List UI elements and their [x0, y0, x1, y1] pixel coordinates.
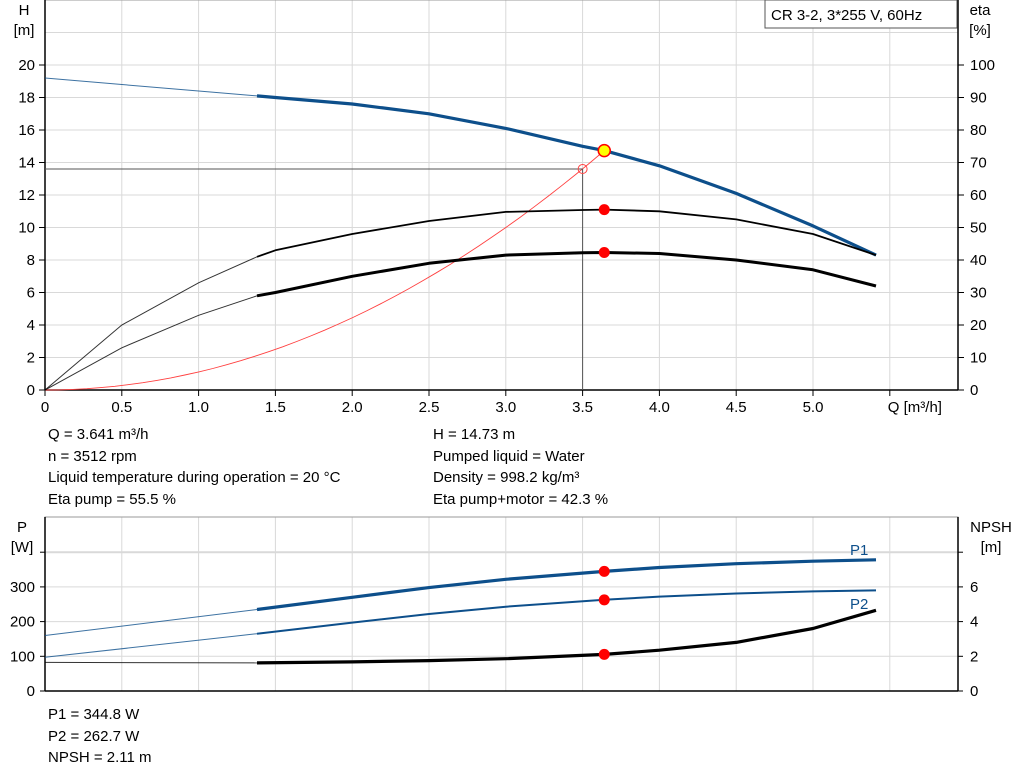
info-p1: P1 = 344.8 W	[48, 706, 140, 723]
y-tick-label-left: 4	[27, 317, 35, 334]
x-tick-label: 0.5	[111, 399, 132, 416]
y-tick-label-right: 10	[970, 350, 987, 367]
p1-marker	[598, 565, 610, 577]
p1-curve-thin	[44, 609, 258, 636]
plot-border	[44, 516, 959, 692]
info-left: Q = 3.641 m³/h n = 3512 rpm Liquid tempe…	[48, 424, 340, 510]
y-tick-label-right: 50	[970, 220, 987, 237]
x-tick-label: 4.0	[649, 399, 670, 416]
npsh-curve	[256, 608, 877, 665]
y-tick-label-left: 100	[10, 648, 35, 665]
x-tick-label: 3.5	[572, 399, 593, 416]
y-tick-label-left: 0	[27, 382, 35, 399]
info-eta-pump: Eta pump = 55.5 %	[48, 490, 176, 508]
p2-label: P2	[850, 596, 868, 613]
y-tick-label-left: 6	[27, 285, 35, 302]
npsh-curve-thin	[44, 661, 258, 664]
info-temp: Liquid temperature during operation = 20…	[48, 469, 341, 486]
y-tick-label-left: 300	[10, 579, 35, 596]
y-tick-label-right: 60	[970, 187, 987, 204]
y-tick-label-left: 18	[18, 90, 35, 107]
y-tick-label-left: 2	[27, 350, 35, 367]
info-density: Density = 998.2 kg/m³	[433, 469, 580, 486]
info-p2: P2 = 262.7 W	[48, 727, 140, 745]
eta_pump_motor-curve-thin	[44, 295, 258, 391]
y-tick-label-right: 100	[970, 57, 995, 74]
y-tick-label-right: 4	[970, 614, 978, 631]
y-tick-label-left: 8	[27, 252, 35, 269]
y-tick-label-right: 80	[970, 122, 987, 139]
p1-label: P1	[850, 542, 868, 559]
x-tick-label: 1.0	[188, 399, 209, 416]
info-right: H = 14.73 m Pumped liquid = Water Densit…	[433, 424, 608, 510]
y-tick-label-left: 12	[18, 187, 35, 204]
y-tick-label-right: 0	[970, 382, 978, 399]
duty-point-marker	[597, 143, 612, 158]
x-tick-label: 1.5	[265, 399, 286, 416]
y-axis-unit-right: [m]	[981, 539, 1002, 556]
eta_pump-curve-thin	[44, 256, 258, 391]
y-tick-label-right: 0	[970, 683, 978, 700]
y-axis-label-left: P	[17, 519, 27, 536]
H-curve	[256, 94, 877, 257]
info-bottom: P1 = 344.8 W P2 = 262.7 W NPSH = 2.11 m	[48, 704, 152, 769]
y-tick-label-left: 14	[18, 155, 35, 172]
x-tick-label: 5.0	[803, 399, 824, 416]
eta_pump-curve	[256, 208, 877, 258]
y-axis-label-right: eta	[970, 2, 992, 19]
y-axis-label-left: H	[19, 2, 30, 19]
info-npsh: NPSH = 2.11 m	[48, 749, 152, 766]
npsh-marker	[598, 648, 610, 660]
y-tick-label-left: 10	[18, 220, 35, 237]
reference-point	[577, 164, 588, 174]
y-tick-label-right: 70	[970, 155, 987, 172]
p2-marker	[598, 594, 610, 606]
y-tick-label-right: 6	[970, 579, 978, 596]
info-speed: n = 3512 rpm	[48, 447, 137, 465]
y-tick-label-right: 40	[970, 252, 987, 269]
x-tick-label: 0	[41, 399, 49, 416]
x-tick-label: 2.5	[419, 399, 440, 416]
x-axis-label: Q [m³/h]	[888, 399, 942, 416]
p2-curve-thin	[44, 633, 258, 658]
chart-title: CR 3-2, 3*255 V, 60Hz	[771, 7, 922, 24]
y-axis-unit-right: [%]	[969, 22, 991, 39]
y-tick-label-left: 200	[10, 614, 35, 631]
x-tick-label: 2.0	[342, 399, 363, 416]
eta-pump-motor-marker	[598, 247, 610, 259]
y-tick-label-right: 20	[970, 317, 987, 334]
H-curve-thin	[44, 77, 258, 97]
eta_pump_motor-curve	[256, 251, 877, 298]
title-box	[764, 0, 958, 29]
x-tick-label: 3.0	[495, 399, 516, 416]
info-liquid: Pumped liquid = Water	[433, 447, 585, 465]
y-tick-label-left: 16	[18, 122, 35, 139]
y-tick-label-right: 30	[970, 285, 987, 302]
y-tick-label-right: 2	[970, 648, 978, 665]
x-tick-label: 4.5	[726, 399, 747, 416]
y-axis-unit-left: [m]	[14, 22, 35, 39]
y-axis-unit-left: [W]	[11, 539, 34, 556]
info-head: H = 14.73 m	[433, 426, 516, 443]
system-curve	[44, 150, 605, 391]
y-axis-label-right: NPSH	[970, 519, 1012, 536]
info-flow: Q = 3.641 m³/h	[48, 426, 149, 443]
eta-pump-marker	[598, 204, 610, 216]
y-tick-label-left: 0	[27, 683, 35, 700]
info-eta-pump-motor: Eta pump+motor = 42.3 %	[433, 490, 609, 508]
y-tick-label-right: 90	[970, 90, 987, 107]
y-tick-label-left: 20	[18, 57, 35, 74]
